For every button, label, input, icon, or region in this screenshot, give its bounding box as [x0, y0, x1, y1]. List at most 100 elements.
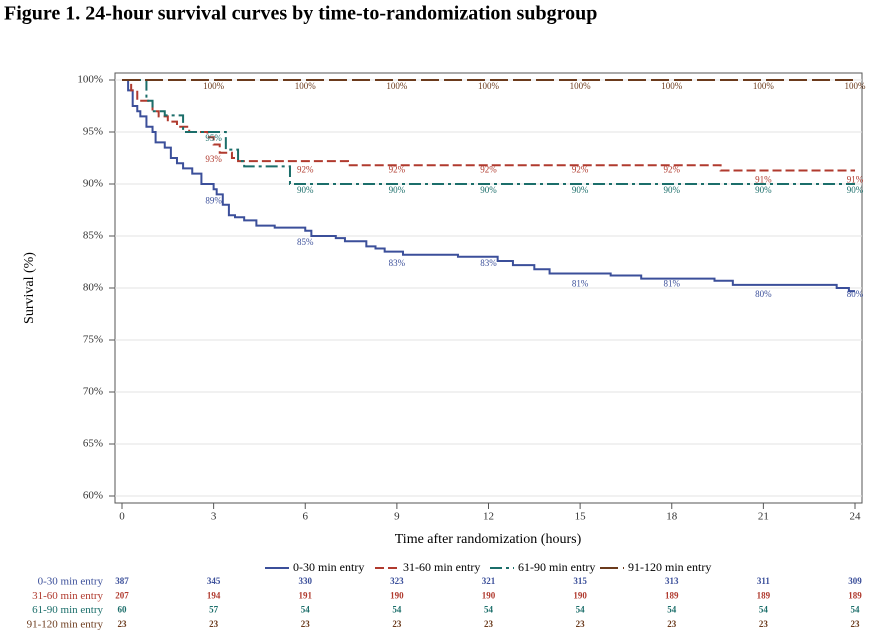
risk-count: 311	[757, 576, 771, 586]
y-tick-label: 65%	[83, 438, 103, 450]
point-label: 93%	[205, 154, 222, 164]
point-label: 80%	[847, 289, 864, 299]
survival-curve	[122, 79, 855, 293]
risk-count: 23	[301, 619, 311, 629]
x-tick-label: 0	[119, 511, 125, 523]
point-label: 92%	[480, 164, 497, 174]
risk-count: 191	[299, 590, 313, 600]
risk-count: 345	[207, 576, 221, 586]
point-label: 91%	[847, 175, 864, 185]
risk-count: 23	[576, 619, 586, 629]
survival-curve	[122, 79, 855, 185]
risk-count: 190	[482, 590, 496, 600]
risk-count: 330	[299, 576, 313, 586]
risk-count: 54	[392, 605, 402, 615]
risk-row-name: 91-120 min entry	[27, 618, 104, 630]
y-axis-label: Survival (%)	[22, 252, 37, 324]
risk-count: 23	[759, 619, 769, 629]
point-label: 100%	[661, 81, 683, 91]
point-label: 100%	[478, 81, 500, 91]
risk-count: 189	[757, 590, 771, 600]
point-label: 90%	[847, 185, 864, 195]
risk-count: 323	[390, 576, 404, 586]
point-label: 100%	[753, 81, 775, 91]
x-tick-label: 18	[666, 511, 678, 523]
risk-count: 54	[851, 605, 861, 615]
risk-count: 23	[667, 619, 677, 629]
legend-label: 31-60 min entry	[403, 560, 480, 574]
point-label: 92%	[572, 164, 589, 174]
point-label: 92%	[664, 164, 681, 174]
point-label: 95%	[205, 133, 222, 143]
survival-curve	[122, 79, 855, 172]
chart-title: Figure 1. 24-hour survival curves by tim…	[4, 3, 597, 25]
risk-row-name: 0-30 min entry	[38, 576, 104, 588]
risk-count: 23	[392, 619, 402, 629]
point-label: 92%	[297, 164, 314, 174]
point-label: 83%	[389, 258, 406, 268]
x-axis-label: Time after randomization (hours)	[395, 532, 582, 547]
risk-count: 321	[482, 576, 496, 586]
legend-label: 91-120 min entry	[628, 560, 711, 574]
legend-label: 0-30 min entry	[293, 560, 364, 574]
risk-count: 194	[207, 590, 221, 600]
risk-count: 190	[573, 590, 587, 600]
point-label: 80%	[755, 289, 772, 299]
y-tick-label: 85%	[83, 230, 103, 242]
risk-count: 54	[759, 605, 769, 615]
point-label: 90%	[389, 185, 406, 195]
legend-label: 61-90 min entry	[518, 560, 595, 574]
risk-count: 190	[390, 590, 404, 600]
x-tick-label: 9	[394, 511, 400, 523]
point-label: 83%	[480, 258, 497, 268]
y-tick-label: 60%	[83, 490, 103, 502]
risk-count: 57	[209, 605, 219, 615]
point-label: 100%	[845, 81, 867, 91]
risk-count: 23	[118, 619, 128, 629]
point-label: 91%	[755, 175, 772, 185]
point-label: 100%	[386, 81, 408, 91]
risk-row-name: 31-60 min entry	[32, 590, 103, 602]
risk-count: 54	[576, 605, 586, 615]
y-tick-label: 100%	[77, 74, 103, 86]
x-tick-label: 6	[303, 511, 309, 523]
point-label: 85%	[297, 237, 314, 247]
point-label: 100%	[203, 81, 225, 91]
point-label: 92%	[389, 164, 406, 174]
point-label: 90%	[480, 185, 497, 195]
y-tick-label: 75%	[83, 334, 103, 346]
x-tick-label: 3	[211, 511, 217, 523]
y-tick-label: 70%	[83, 386, 103, 398]
risk-count: 54	[484, 605, 494, 615]
point-label: 81%	[572, 279, 589, 289]
risk-count: 54	[667, 605, 677, 615]
point-label: 90%	[755, 185, 772, 195]
y-tick-label: 95%	[83, 126, 103, 138]
risk-count: 23	[484, 619, 494, 629]
risk-count: 23	[209, 619, 219, 629]
point-label: 90%	[664, 185, 681, 195]
x-tick-label: 12	[483, 511, 494, 523]
risk-count: 189	[848, 590, 862, 600]
risk-count: 309	[848, 576, 862, 586]
risk-count: 54	[301, 605, 311, 615]
point-label: 89%	[205, 195, 222, 205]
risk-count: 60	[118, 605, 128, 615]
point-label: 100%	[295, 81, 317, 91]
risk-count: 313	[665, 576, 679, 586]
y-tick-label: 90%	[83, 178, 103, 190]
risk-count: 387	[115, 576, 129, 586]
x-tick-label: 15	[575, 511, 587, 523]
risk-count: 207	[115, 590, 129, 600]
risk-count: 23	[851, 619, 861, 629]
point-label: 100%	[570, 81, 592, 91]
x-tick-label: 24	[850, 511, 862, 523]
point-label: 90%	[297, 185, 314, 195]
point-label: 90%	[572, 185, 589, 195]
risk-row-name: 61-90 min entry	[32, 604, 103, 616]
risk-count: 189	[665, 590, 679, 600]
x-tick-label: 21	[758, 511, 769, 523]
y-tick-label: 80%	[83, 282, 103, 294]
point-label: 81%	[664, 279, 681, 289]
